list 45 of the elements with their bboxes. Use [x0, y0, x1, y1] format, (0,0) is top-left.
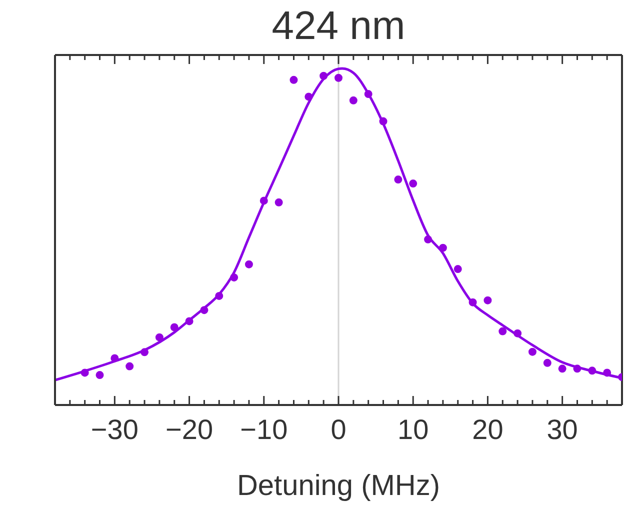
point — [454, 265, 462, 274]
point — [96, 371, 104, 380]
point — [543, 358, 552, 367]
point — [573, 364, 582, 373]
point — [200, 306, 208, 314]
x-tick-label: 10 — [398, 414, 429, 445]
point — [140, 348, 149, 356]
chart-title: 424 nm — [270, 4, 406, 49]
point — [394, 176, 402, 184]
point — [155, 333, 164, 342]
point — [379, 117, 388, 126]
point — [468, 298, 477, 306]
point — [320, 72, 328, 80]
point — [514, 329, 522, 338]
x-axis-title: Detuning (MHz) — [236, 470, 442, 503]
point — [274, 198, 283, 206]
point — [230, 273, 238, 282]
point — [588, 366, 596, 375]
point — [528, 348, 536, 356]
x-tick-label: 30 — [546, 414, 578, 445]
point — [349, 96, 358, 104]
point — [334, 74, 342, 82]
point — [80, 368, 89, 377]
point — [558, 364, 566, 373]
point — [110, 354, 119, 362]
point — [409, 180, 418, 188]
point — [438, 244, 447, 252]
x-tick-label: 20 — [472, 414, 504, 445]
point — [185, 317, 194, 326]
point — [215, 292, 224, 300]
point — [424, 235, 432, 244]
x-tick-label: −10 — [240, 414, 288, 445]
x-tick-label: −30 — [90, 414, 138, 445]
point — [603, 368, 612, 377]
point — [170, 323, 178, 332]
point — [498, 327, 507, 336]
point — [244, 260, 253, 268]
point — [484, 296, 492, 304]
point — [260, 196, 268, 205]
x-tick-label: −20 — [166, 414, 214, 445]
point — [290, 76, 298, 84]
point — [126, 362, 134, 370]
x-tick-label: 0 — [330, 414, 346, 445]
point — [304, 92, 313, 101]
point — [364, 90, 372, 98]
